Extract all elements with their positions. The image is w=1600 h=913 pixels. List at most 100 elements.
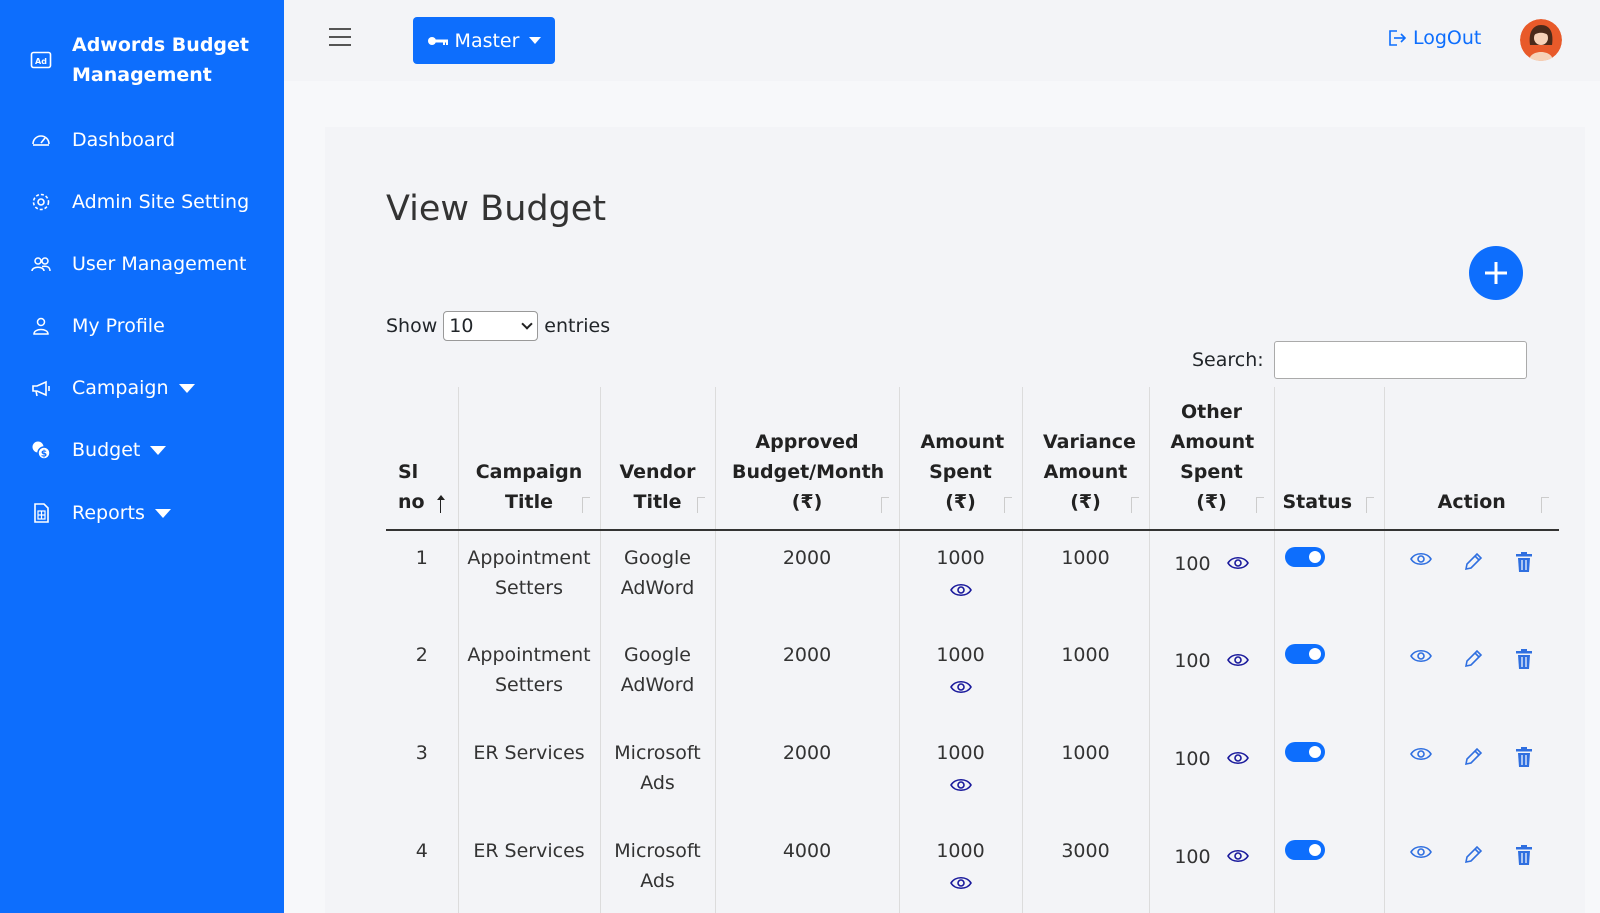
cell-variance-amount: 1000 xyxy=(1021,726,1149,824)
view-icon[interactable] xyxy=(1409,551,1432,573)
cell-sl-no: 2 xyxy=(386,628,458,726)
status-toggle[interactable] xyxy=(1284,742,1325,762)
sidebar-item-admin-site-setting[interactable]: Admin Site Setting xyxy=(30,185,249,219)
entries-label: entries xyxy=(544,315,611,337)
column-header-campaign-title[interactable]: Campaign Title xyxy=(457,387,600,530)
column-header-amount-spent[interactable]: Amount Spent (₹) xyxy=(898,387,1022,530)
sort-asc-icon xyxy=(436,495,450,513)
avatar[interactable] xyxy=(1520,19,1562,61)
view-icon[interactable] xyxy=(1409,746,1432,768)
view-spent-icon[interactable] xyxy=(949,772,972,802)
status-toggle[interactable] xyxy=(1284,547,1325,567)
logout-link[interactable]: LogOut xyxy=(1387,27,1481,49)
table-row: 1 Appointment Setters Google AdWord 2000 100… xyxy=(386,530,1559,628)
cell-vendor-title: Microsoft Ads xyxy=(599,824,715,913)
delete-icon[interactable] xyxy=(1514,844,1534,866)
coins-icon: $ xyxy=(30,439,52,461)
cell-action xyxy=(1383,530,1559,628)
delete-icon[interactable] xyxy=(1514,648,1534,670)
page-size-select[interactable]: 10 xyxy=(443,311,539,341)
header-label: Variance Amount (₹) xyxy=(1043,431,1136,513)
view-other-icon[interactable] xyxy=(1226,550,1249,580)
sidebar-item-user-management[interactable]: User Management xyxy=(30,247,247,281)
header-label: Approved Budget/Month (₹) xyxy=(732,431,885,513)
chevron-down-icon xyxy=(521,318,533,330)
sidebar-item-budget[interactable]: $ Budget xyxy=(30,433,167,467)
cell-approved-budget: 2000 xyxy=(714,628,899,726)
column-header-status[interactable]: Status xyxy=(1273,387,1384,530)
sort-icon xyxy=(1002,497,1014,513)
sidebar-item-label: Budget xyxy=(72,439,141,461)
status-toggle[interactable] xyxy=(1284,644,1325,664)
column-header-vendor-title[interactable]: Vendor Title xyxy=(599,387,715,530)
table-row: 4 ER Services Microsoft Ads 4000 1000 3000 100 xyxy=(386,824,1559,913)
key-icon xyxy=(427,36,448,45)
column-header-approved-budget[interactable]: Approved Budget/Month (₹) xyxy=(714,387,899,530)
cell-sl-no: 3 xyxy=(386,726,458,824)
campaign-title-value: Appointment Setters xyxy=(467,644,591,696)
sort-icon xyxy=(1129,497,1141,513)
view-icon[interactable] xyxy=(1409,648,1432,670)
sidebar-item-label: My Profile xyxy=(72,315,165,337)
cell-amount-spent: 1000 xyxy=(898,824,1022,913)
cell-approved-budget: 2000 xyxy=(714,726,899,824)
cell-status xyxy=(1273,726,1384,824)
sidebar-item-reports[interactable]: Reports xyxy=(30,496,171,530)
page-length-control: Show 10 entries xyxy=(386,311,610,341)
sidebar-item-campaign[interactable]: Campaign xyxy=(30,371,195,405)
vendor-title-value: Google AdWord xyxy=(620,644,695,696)
cell-other-amount-spent: 100 xyxy=(1148,530,1274,628)
cell-campaign-title: ER Services xyxy=(457,726,600,824)
sidebar-item-my-profile[interactable]: My Profile xyxy=(30,309,165,343)
edit-icon[interactable] xyxy=(1462,648,1484,670)
brand[interactable]: Ad Adwords Budget Management xyxy=(30,30,262,90)
cell-other-amount-spent: 100 xyxy=(1148,824,1274,913)
menu-toggle-icon[interactable] xyxy=(329,28,351,48)
status-toggle[interactable] xyxy=(1284,840,1325,860)
view-spent-icon[interactable] xyxy=(949,577,972,607)
view-icon[interactable] xyxy=(1409,844,1432,866)
header-label: Other Amount Spent (₹) xyxy=(1170,401,1255,513)
report-icon xyxy=(30,502,52,524)
header-label: Sl no xyxy=(398,461,425,513)
sort-icon xyxy=(580,497,592,513)
view-other-icon[interactable] xyxy=(1226,843,1249,873)
master-dropdown-button[interactable]: Master xyxy=(413,17,555,64)
view-other-icon[interactable] xyxy=(1226,745,1249,775)
view-spent-icon[interactable] xyxy=(949,674,972,704)
cell-campaign-title: Appointment Setters xyxy=(457,530,600,628)
column-header-sl-no[interactable]: Sl no xyxy=(386,387,458,530)
edit-icon[interactable] xyxy=(1462,551,1484,573)
sl-no-value: 1 xyxy=(415,547,428,569)
add-budget-button[interactable] xyxy=(1469,246,1523,300)
cell-variance-amount: 3000 xyxy=(1021,824,1149,913)
delete-icon[interactable] xyxy=(1514,746,1534,768)
sidebar-item-label: Admin Site Setting xyxy=(72,191,250,213)
edit-icon[interactable] xyxy=(1462,746,1484,768)
cell-vendor-title: Google AdWord xyxy=(599,628,715,726)
topbar: Master LogOut xyxy=(284,0,1600,81)
campaign-title-value: Appointment Setters xyxy=(467,547,591,599)
sort-icon xyxy=(1539,497,1551,513)
column-header-other-amount-spent[interactable]: Other Amount Spent (₹) xyxy=(1148,387,1274,530)
amount-spent-value: 1000 xyxy=(936,840,985,862)
variance-amount-value: 1000 xyxy=(1061,547,1110,569)
sidebar-item-dashboard[interactable]: Dashboard xyxy=(30,123,175,157)
sort-icon xyxy=(1364,497,1376,513)
sidebar-item-label: Campaign xyxy=(72,377,169,399)
cell-approved-budget: 4000 xyxy=(714,824,899,913)
chevron-down-icon xyxy=(154,508,171,518)
logout-icon xyxy=(1389,30,1407,46)
header-label: Amount Spent (₹) xyxy=(920,431,1005,513)
amount-spent-value: 1000 xyxy=(936,547,985,569)
chevron-down-icon xyxy=(529,37,542,44)
column-header-action[interactable]: Action xyxy=(1383,387,1559,530)
page-size-value: 10 xyxy=(449,315,474,337)
search-input[interactable] xyxy=(1273,341,1527,379)
edit-icon[interactable] xyxy=(1462,844,1484,866)
cell-vendor-title: Google AdWord xyxy=(599,530,715,628)
column-header-variance-amount[interactable]: Variance Amount (₹) xyxy=(1021,387,1149,530)
delete-icon[interactable] xyxy=(1514,551,1534,573)
view-other-icon[interactable] xyxy=(1226,647,1249,677)
view-spent-icon[interactable] xyxy=(949,870,972,900)
